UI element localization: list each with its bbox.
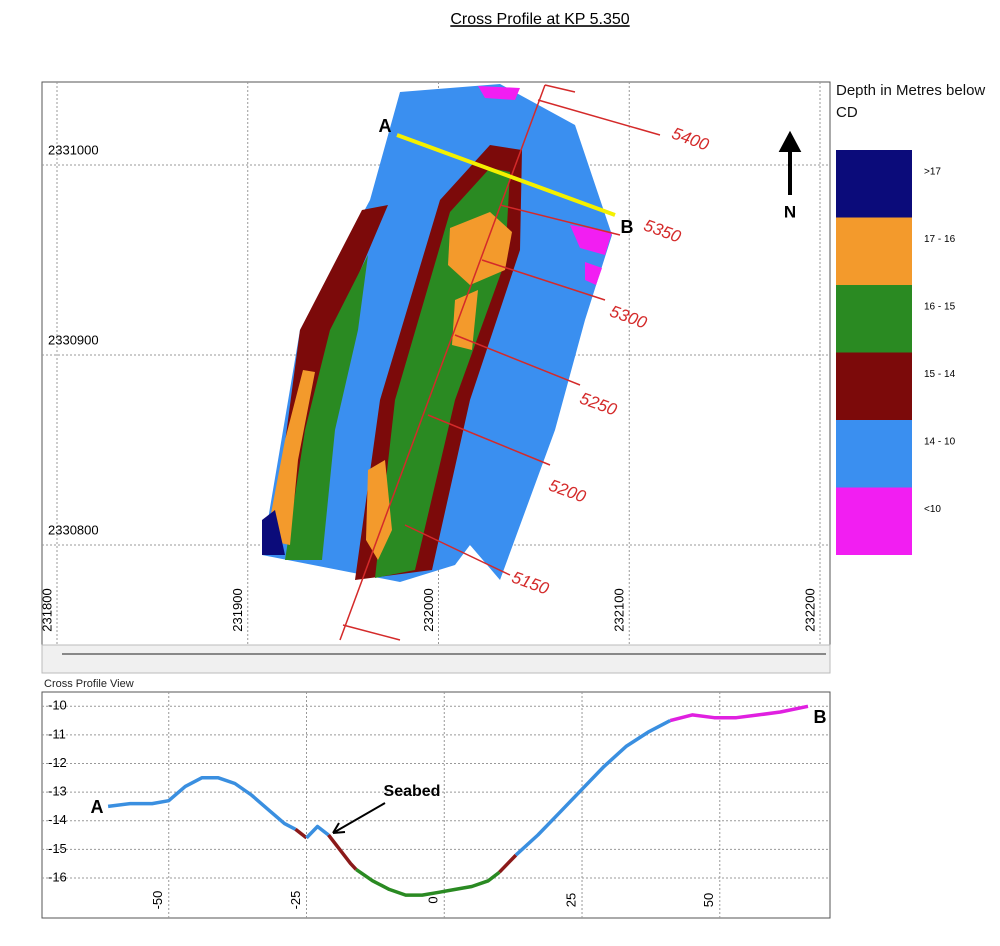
legend-title: Depth in Metres below CD [836,82,986,121]
profile-line [355,867,501,897]
profile-line [305,824,330,840]
y-tick-label: 2330800 [48,522,99,537]
legend-swatch [836,420,912,488]
point-label: B [814,707,827,727]
profile-line [514,719,672,857]
x-tick-label: 232100 [612,588,627,631]
point-label: B [621,217,634,237]
x-tick-label: 232200 [802,588,817,631]
profile-line [327,833,358,871]
y-tick-label: -15 [48,841,67,856]
point-label: A [91,797,104,817]
y-tick-label: -16 [48,869,67,884]
y-tick-label: -12 [48,755,67,770]
profile-line [107,776,297,831]
x-tick-label: -25 [288,891,303,910]
x-tick-label: -50 [150,891,165,910]
y-tick-label: -11 [48,726,66,741]
legend-label: 14 - 10 [924,437,956,448]
x-tick-label: 0 [426,896,441,903]
y-tick-label: 2331000 [48,142,99,157]
legend-label: 17 - 16 [924,234,956,245]
separator [41,644,831,674]
kp-route [339,84,661,641]
x-tick-label: 231800 [39,588,54,631]
legend-swatch [836,150,912,218]
profile-title: Cross Profile View [44,678,134,690]
profile-line [498,853,518,874]
legend-label: >17 [924,167,941,178]
bathymetry [262,84,612,582]
y-tick-label: -13 [48,784,67,799]
profile-frame [41,691,831,919]
x-tick-label: 50 [701,893,716,907]
profile-plot: -10 -11 -12 -13 -14 -15 -16 -50 -25 0 25 50 [42,692,830,918]
legend-label: 15 - 14 [924,369,956,380]
section-line [396,133,616,217]
profile-line [669,704,809,723]
y-tick-label: 2330900 [48,332,99,347]
x-tick-label: 232000 [421,588,436,631]
x-tick-label: 231900 [230,588,245,631]
y-tick-label: -14 [48,812,67,827]
annotation-arrow [332,802,386,834]
x-tick-label: 25 [563,893,578,907]
north-label: N [784,202,796,221]
legend-swatch [836,487,912,555]
point-label: A [379,116,392,136]
north-arrow [778,130,802,195]
legend-swatch [836,352,912,420]
legend: >17 17 - 16 16 - 15 15 - 14 14 - 10 <10 [836,150,956,555]
legend-swatch [836,285,912,353]
y-tick-label: -10 [48,698,67,713]
title: Cross Profile at KP 5.350 [450,11,629,28]
annotation: Seabed [384,783,441,800]
profile-line [294,827,308,840]
legend-swatch [836,217,912,285]
legend-label: 16 - 15 [924,302,956,313]
legend-label: <10 [924,504,941,515]
